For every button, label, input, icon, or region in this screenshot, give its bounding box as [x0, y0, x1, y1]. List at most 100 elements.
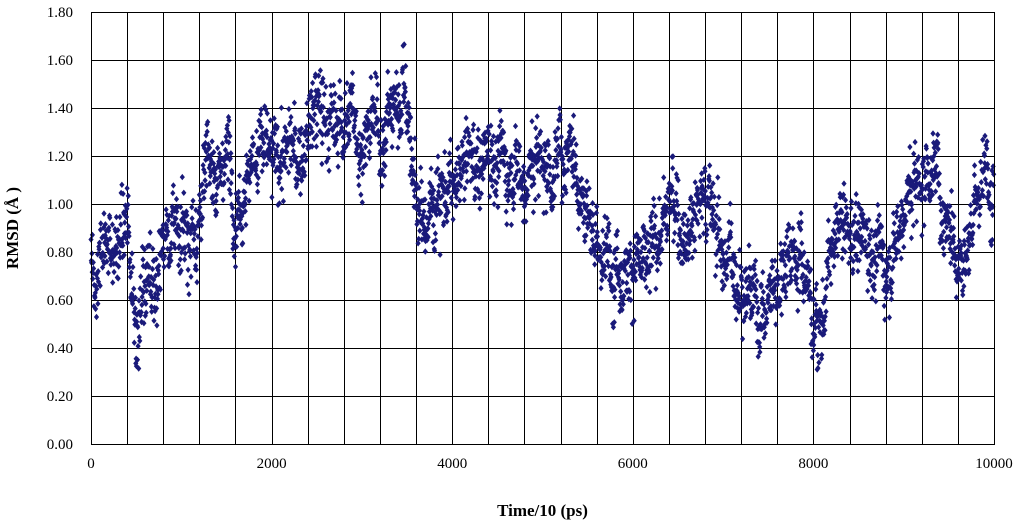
data-point — [429, 199, 435, 206]
data-point — [711, 207, 717, 214]
data-point — [399, 129, 405, 137]
data-point — [359, 132, 365, 139]
data-point — [162, 252, 168, 260]
data-point — [842, 248, 848, 255]
data-point — [703, 238, 709, 245]
data-point — [562, 183, 568, 190]
data-point — [123, 213, 130, 221]
data-point — [352, 134, 358, 141]
data-point — [650, 254, 656, 261]
tick-labels: 0 2000 4000 6000 8000 100000.000.200.400.600.… — [47, 5, 1013, 472]
data-point — [926, 186, 932, 194]
data-point — [353, 108, 359, 115]
data-point — [373, 131, 379, 138]
data-point — [608, 273, 614, 281]
data-point — [374, 96, 380, 103]
data-point — [254, 181, 260, 188]
data-point — [616, 267, 622, 274]
data-point — [322, 122, 328, 129]
data-point — [680, 238, 686, 245]
data-point — [207, 180, 213, 187]
data-point — [778, 240, 784, 247]
data-point — [132, 305, 138, 312]
data-point — [464, 150, 470, 158]
data-point — [975, 184, 981, 192]
data-point — [775, 281, 781, 288]
data-point — [325, 108, 331, 115]
data-point — [198, 222, 204, 229]
data-point — [304, 137, 310, 144]
data-point — [598, 285, 604, 292]
data-point — [331, 81, 337, 89]
data-point — [175, 203, 181, 210]
data-point — [130, 300, 136, 307]
data-point — [935, 139, 941, 146]
data-point — [218, 168, 224, 175]
data-point — [700, 185, 706, 193]
data-point — [950, 224, 957, 232]
data-point — [704, 231, 710, 238]
data-point — [966, 270, 972, 277]
data-point — [273, 122, 279, 129]
data-point — [521, 163, 527, 170]
data-point — [777, 302, 783, 309]
data-point — [654, 267, 660, 274]
data-point — [930, 176, 936, 184]
data-point — [849, 221, 855, 229]
data-point — [475, 126, 481, 133]
data-point — [474, 145, 480, 152]
data-point — [860, 215, 866, 222]
data-point — [450, 180, 456, 187]
data-point — [345, 107, 351, 114]
data-point — [956, 265, 962, 272]
data-point — [122, 219, 128, 226]
data-point — [699, 214, 705, 221]
data-point — [702, 187, 708, 195]
data-point — [962, 250, 968, 257]
data-point — [199, 214, 206, 221]
data-point — [949, 210, 955, 217]
data-point — [807, 268, 813, 275]
data-point — [816, 324, 822, 331]
y-tick-label: 1.40 — [47, 101, 73, 117]
data-point — [941, 201, 947, 209]
data-point — [874, 261, 880, 269]
data-point — [503, 208, 509, 215]
data-point — [464, 178, 470, 185]
data-point — [488, 147, 494, 154]
data-point — [256, 151, 262, 159]
data-point — [928, 154, 934, 162]
data-point — [221, 179, 227, 186]
data-point — [313, 143, 319, 150]
data-point — [812, 324, 818, 331]
data-point — [407, 137, 413, 145]
data-point — [584, 192, 590, 199]
data-point — [754, 277, 760, 285]
data-point — [745, 293, 751, 300]
data-point — [611, 319, 617, 326]
data-point — [197, 210, 203, 217]
data-point — [702, 168, 708, 175]
data-point — [270, 159, 276, 166]
data-point — [92, 294, 98, 301]
data-point — [851, 218, 857, 226]
data-point — [665, 185, 671, 192]
data-point — [649, 209, 655, 216]
data-point — [594, 228, 600, 236]
data-point — [927, 180, 933, 188]
data-point — [786, 253, 792, 260]
data-point — [795, 262, 801, 269]
data-point — [772, 287, 778, 294]
data-point — [789, 265, 795, 273]
data-point — [522, 177, 528, 185]
data-point — [453, 194, 460, 201]
data-point — [224, 122, 230, 129]
data-point — [960, 291, 966, 299]
data-point — [966, 266, 972, 274]
data-point — [389, 143, 395, 151]
data-point — [150, 245, 156, 252]
data-point — [242, 208, 248, 215]
data-point — [319, 131, 326, 138]
data-point — [675, 241, 681, 249]
data-point — [784, 227, 790, 234]
